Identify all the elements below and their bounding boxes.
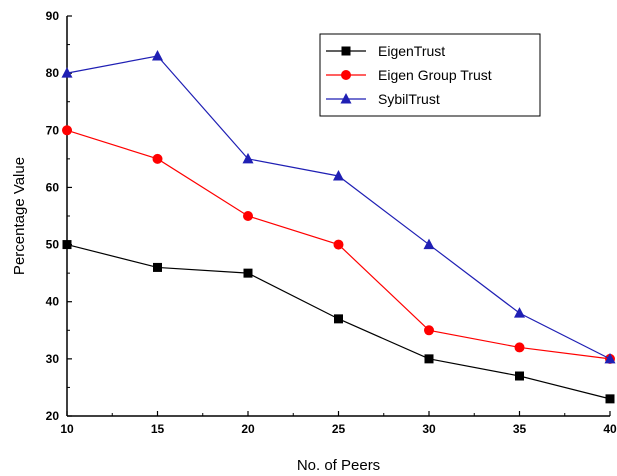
data-point <box>515 371 524 381</box>
legend-label: EigenTrust <box>378 43 445 59</box>
y-axis-title: Percentage Value <box>11 157 28 275</box>
data-point <box>243 268 253 278</box>
data-point <box>62 240 72 250</box>
legend: EigenTrust Eigen Group Trust SybilTrust <box>319 33 541 117</box>
y-tick-label: 90 <box>46 9 60 23</box>
x-tick-label: 30 <box>422 422 436 436</box>
legend-label: Eigen Group Trust <box>378 67 492 83</box>
axes: 20 30 40 50 60 70 80 90 10 15 20 25 30 35 40 <box>46 9 617 436</box>
legend-marker <box>341 70 351 80</box>
series-eigen-group-trust <box>62 125 615 364</box>
x-tick-label: 25 <box>332 422 346 436</box>
y-tick-label: 60 <box>46 180 60 194</box>
data-point <box>333 170 344 181</box>
data-point <box>424 354 434 364</box>
data-point <box>514 342 525 353</box>
legend-label: SybilTrust <box>378 91 440 107</box>
data-point <box>243 211 253 221</box>
y-tick-label: 70 <box>46 123 60 137</box>
x-tick-label: 35 <box>513 422 527 436</box>
legend-marker <box>341 46 351 56</box>
data-point <box>153 262 162 272</box>
series-sybiltrust <box>61 50 616 364</box>
x-tick-label: 15 <box>151 422 165 436</box>
data-point <box>333 239 344 250</box>
data-point <box>242 152 254 164</box>
x-axis-title: No. of Peers <box>297 457 380 474</box>
data-point <box>61 67 73 78</box>
data-point <box>604 352 616 364</box>
series-layer <box>61 50 616 404</box>
data-point <box>514 307 525 318</box>
data-point <box>334 314 343 324</box>
x-tick-label: 10 <box>60 422 74 436</box>
y-tick-label: 80 <box>46 66 60 80</box>
series-eigentrust <box>62 240 615 404</box>
x-tick-label: 20 <box>241 422 255 436</box>
legend-marker <box>340 93 352 104</box>
data-point <box>605 394 615 404</box>
data-point <box>152 50 163 61</box>
x-tick-label: 40 <box>603 422 617 436</box>
y-tick-label: 20 <box>46 409 60 423</box>
data-point <box>424 325 434 336</box>
y-tick-label: 30 <box>46 352 60 366</box>
data-point <box>423 238 435 250</box>
data-point <box>152 153 163 164</box>
y-tick-label: 50 <box>46 238 60 252</box>
data-point <box>62 125 72 136</box>
y-tick-label: 40 <box>46 295 60 309</box>
